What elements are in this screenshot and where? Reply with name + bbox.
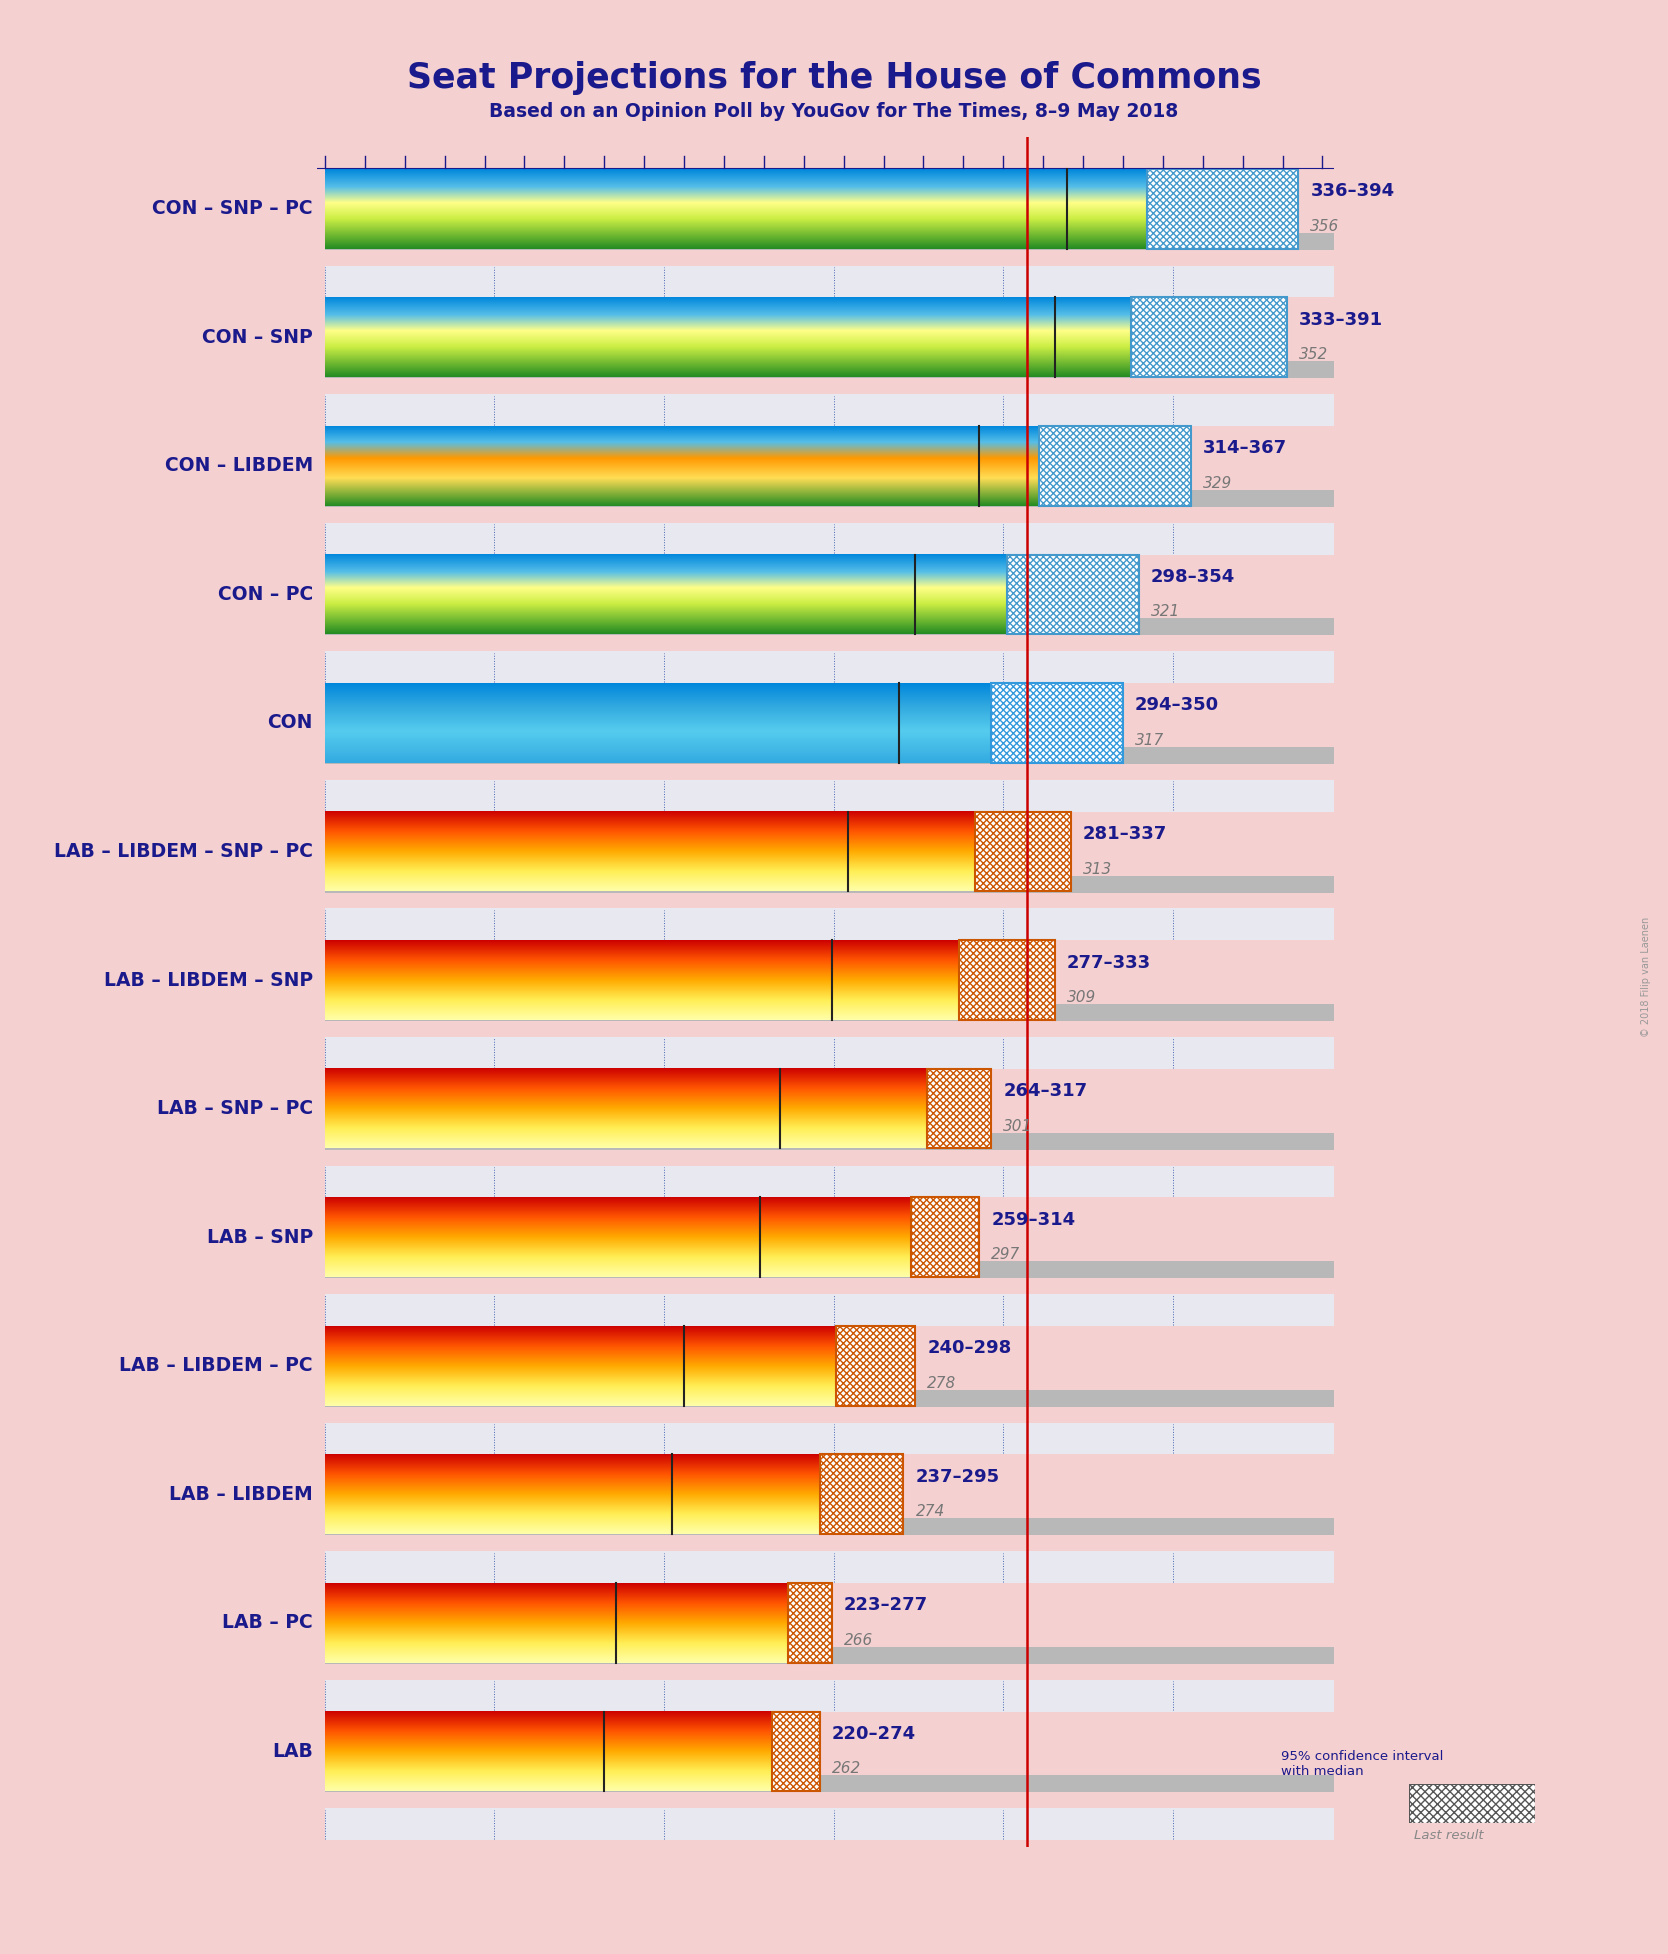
Text: 264–317: 264–317	[1002, 1083, 1088, 1100]
Text: LAB: LAB	[272, 1741, 314, 1761]
Text: LAB – SNP: LAB – SNP	[207, 1227, 314, 1247]
Bar	[325, 1004, 1343, 1022]
Bar	[959, 940, 1056, 1020]
Text: 95% confidence interval
with median: 95% confidence interval with median	[1281, 1751, 1443, 1778]
Text: 321: 321	[1151, 604, 1179, 619]
Text: 240–298: 240–298	[927, 1338, 1012, 1358]
Bar	[325, 524, 1343, 555]
Text: 266: 266	[844, 1634, 872, 1647]
Text: LAB – LIBDEM: LAB – LIBDEM	[168, 1485, 314, 1505]
Bar	[325, 651, 1343, 684]
Bar	[325, 1260, 1343, 1278]
Bar	[325, 1133, 1343, 1149]
Bar	[325, 909, 1343, 940]
Bar	[1131, 297, 1286, 377]
Text: 333–391: 333–391	[1298, 311, 1383, 328]
Bar	[325, 875, 1343, 893]
Bar	[1148, 168, 1298, 248]
Text: 220–274: 220–274	[832, 1725, 916, 1743]
Text: CON – LIBDEM: CON – LIBDEM	[165, 457, 314, 475]
Text: 336–394: 336–394	[1311, 182, 1394, 199]
Bar	[1007, 555, 1139, 635]
Bar	[787, 1583, 832, 1663]
Bar	[976, 811, 1071, 891]
Bar	[325, 1680, 1343, 1712]
Text: 329: 329	[1203, 477, 1233, 490]
Text: 294–350: 294–350	[1134, 696, 1219, 715]
Bar	[325, 266, 1343, 297]
Bar	[836, 1327, 916, 1405]
Bar	[1007, 555, 1139, 635]
Text: 314–367: 314–367	[1203, 440, 1286, 457]
Text: 317: 317	[1134, 733, 1164, 748]
Bar	[325, 490, 1343, 506]
Bar	[325, 1038, 1343, 1069]
Text: 313: 313	[1083, 862, 1113, 877]
Bar	[325, 233, 1343, 250]
Bar	[325, 1294, 1343, 1327]
Bar	[325, 1807, 1343, 1841]
Bar	[325, 361, 1343, 379]
Bar	[772, 1712, 819, 1792]
Text: © 2018 Filip van Laenen: © 2018 Filip van Laenen	[1641, 916, 1651, 1038]
Text: Seat Projections for the House of Commons: Seat Projections for the House of Common…	[407, 61, 1261, 94]
Bar	[325, 1389, 1343, 1407]
Text: 223–277: 223–277	[844, 1596, 927, 1614]
Text: 277–333: 277–333	[1068, 954, 1151, 971]
Text: Last result: Last result	[1414, 1829, 1485, 1843]
Bar	[325, 1647, 1343, 1665]
Text: CON – SNP: CON – SNP	[202, 328, 314, 346]
Bar	[1148, 168, 1298, 248]
Text: 301: 301	[1002, 1120, 1032, 1133]
Bar	[772, 1712, 819, 1792]
Text: 356: 356	[1311, 219, 1339, 234]
Bar	[959, 940, 1056, 1020]
Text: 298–354: 298–354	[1151, 569, 1234, 586]
Bar	[927, 1069, 991, 1149]
Bar	[787, 1583, 832, 1663]
Bar	[911, 1198, 979, 1278]
Text: LAB – SNP – PC: LAB – SNP – PC	[157, 1100, 314, 1118]
Text: 274: 274	[916, 1505, 944, 1520]
Text: LAB – PC: LAB – PC	[222, 1614, 314, 1632]
Text: 259–314: 259–314	[991, 1211, 1076, 1229]
Text: 237–295: 237–295	[916, 1467, 999, 1485]
Bar	[325, 780, 1343, 811]
Text: CON: CON	[267, 713, 314, 733]
Bar	[325, 1518, 1343, 1536]
Bar	[819, 1454, 904, 1534]
Bar	[325, 1551, 1343, 1583]
Bar	[911, 1198, 979, 1278]
Bar	[836, 1327, 916, 1405]
Text: LAB – LIBDEM – SNP – PC: LAB – LIBDEM – SNP – PC	[53, 842, 314, 862]
Bar	[1039, 426, 1191, 506]
Text: 281–337: 281–337	[1083, 825, 1168, 842]
Bar	[1131, 297, 1286, 377]
Bar	[991, 684, 1123, 762]
Bar	[325, 1167, 1343, 1198]
Bar	[819, 1454, 904, 1534]
Bar	[325, 1776, 1343, 1792]
Bar	[927, 1069, 991, 1149]
Text: 309: 309	[1068, 991, 1096, 1004]
Text: 352: 352	[1298, 348, 1328, 361]
Bar	[991, 684, 1123, 762]
Bar	[1039, 426, 1191, 506]
Text: 262: 262	[832, 1761, 861, 1776]
Text: 297: 297	[991, 1247, 1021, 1262]
Text: CON – PC: CON – PC	[219, 584, 314, 604]
Text: CON – SNP – PC: CON – SNP – PC	[152, 199, 314, 219]
Bar	[325, 395, 1343, 426]
Text: 278: 278	[927, 1376, 957, 1391]
Text: Based on an Opinion Poll by YouGov for The Times, 8–9 May 2018: Based on an Opinion Poll by YouGov for T…	[489, 102, 1179, 121]
Text: LAB – LIBDEM – PC: LAB – LIBDEM – PC	[120, 1356, 314, 1376]
Bar	[325, 746, 1343, 764]
Bar	[325, 1423, 1343, 1454]
Bar	[325, 617, 1343, 635]
Bar	[976, 811, 1071, 891]
Text: LAB – LIBDEM – SNP: LAB – LIBDEM – SNP	[103, 971, 314, 989]
